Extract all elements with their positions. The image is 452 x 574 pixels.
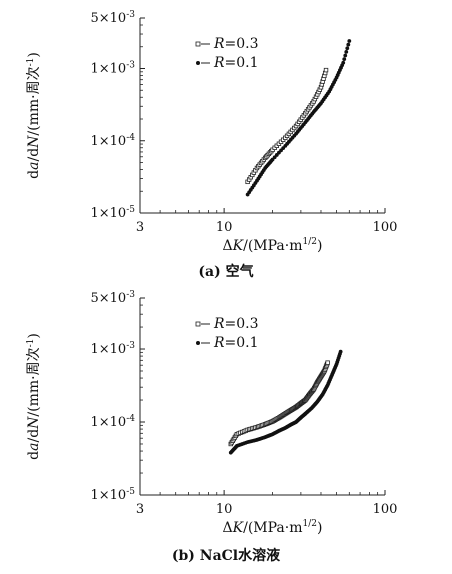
series-r-0-1 (245, 39, 352, 197)
x-tick-label: 3 (136, 220, 144, 235)
data-point (346, 42, 351, 47)
figure-caption: (b) NaCl水溶液 (172, 547, 281, 564)
y-tick-label: 1×10-3 (91, 341, 136, 357)
legend-marker (196, 61, 200, 65)
x-tick-label: 10 (216, 220, 233, 235)
legend-marker (195, 321, 201, 327)
x-tick-label: 10 (216, 502, 233, 517)
data-point (325, 360, 330, 365)
legend-label: R=0.1 (213, 55, 259, 71)
data-point (343, 53, 348, 58)
data-point (341, 60, 346, 65)
legend-label: R=0.3 (213, 36, 259, 52)
x-tick-label: 100 (373, 502, 398, 517)
legend-entry: R=0.1 (196, 335, 259, 351)
chart-panel-a: 1×10-5 1×10-4 1×10-3 5×10-3 3 10 100 ΔK/(MPa·m1… (26, 10, 397, 280)
data-point (347, 39, 352, 43)
legend-label: R=0.1 (213, 335, 259, 351)
y-tick-label: 1×10-4 (91, 414, 136, 430)
data-point (342, 57, 347, 62)
figure-caption: (a) 空气 (198, 263, 253, 280)
legend-entry: R=0.1 (196, 55, 259, 71)
data-point (344, 50, 349, 54)
chart-panel-b: 1×10-5 1×10-4 1×10-3 5×10-3 3 10 100 ΔK/(MPa·m1… (26, 290, 397, 564)
y-tick-label: 1×10-5 (91, 487, 136, 503)
legend-entry: R=0.3 (195, 36, 259, 52)
data-point (338, 349, 343, 354)
series-r-0-3 (245, 67, 329, 185)
y-tick-label: 1×10-3 (91, 61, 136, 77)
y-tick-label: 5×10-3 (91, 10, 136, 26)
legend-marker (195, 41, 201, 47)
data-point (345, 46, 350, 51)
series-r-0-1 (228, 349, 343, 455)
y-axis-label: da/dN/(mm·周次-1) (26, 52, 42, 179)
data-point (323, 67, 329, 73)
y-axis-label: da/dN/(mm·周次-1) (26, 333, 42, 460)
x-tick-label: 3 (136, 502, 144, 517)
x-axis-label: ΔK/(MPa·m1/2) (223, 237, 323, 254)
y-tick-label: 1×10-5 (91, 205, 136, 221)
legend-entry: R=0.3 (195, 316, 259, 332)
series-r-0-3 (228, 360, 330, 447)
x-axis-label: ΔK/(MPa·m1/2) (223, 519, 323, 536)
x-tick-label: 100 (373, 220, 398, 235)
y-tick-label: 1×10-4 (91, 133, 136, 149)
legend-label: R=0.3 (213, 316, 259, 332)
y-tick-label: 5×10-3 (91, 290, 136, 306)
legend-marker (196, 341, 200, 345)
